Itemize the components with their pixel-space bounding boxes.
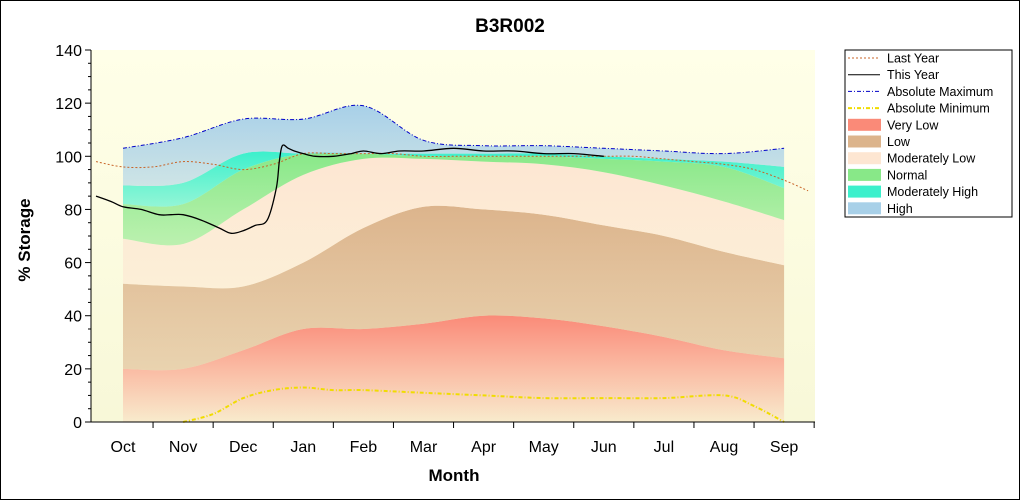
lines-layer [95, 104, 809, 423]
legend-swatch-moderately-high [848, 185, 881, 198]
x-tick-label: Jan [290, 439, 316, 456]
legend-label-normal: Normal [887, 168, 927, 182]
legend-label-moderately-high: Moderately High [887, 185, 978, 199]
legend-label-low: Low [887, 135, 911, 149]
x-tick-label: Dec [229, 439, 257, 456]
y-tick-label: 80 [64, 202, 82, 219]
x-tick-label: Sep [770, 439, 799, 456]
y-tick-label: 60 [64, 256, 82, 273]
legend-swatch-high [848, 202, 881, 215]
band-moderately-high [123, 151, 785, 207]
legend-swatch-low [848, 135, 881, 148]
y-tick-label: 0 [73, 415, 82, 432]
chart-title: B3R002 [475, 16, 545, 37]
band-high [123, 105, 785, 187]
bands-layer [123, 105, 785, 422]
y-axis-title: % Storage [15, 198, 34, 281]
legend: Last Year This Year Absolute Maximum Absolu… [844, 49, 1013, 218]
x-tick-label: Jun [591, 439, 617, 456]
y-tick-label: 40 [64, 309, 82, 326]
x-tick-label: Jul [654, 439, 674, 456]
y-tick-label: 100 [55, 149, 82, 166]
legend-label-absolute-maximum: Absolute Maximum [887, 85, 993, 99]
band-very-low [123, 315, 785, 422]
legend-label-high: High [887, 202, 913, 216]
x-tick-label: May [529, 439, 559, 456]
x-tick-label: Feb [350, 439, 378, 456]
series-absolute-minimum [182, 386, 785, 423]
x-tick-label: Oct [111, 439, 136, 456]
legend-label-this-year: This Year [887, 68, 939, 82]
y-tick-label: 120 [55, 96, 82, 113]
legend-swatch-normal [848, 168, 881, 181]
x-tick-label: Apr [471, 439, 497, 456]
x-axis-title: Month [429, 466, 480, 485]
legend-label-absolute-minimum: Absolute Minimum [887, 102, 990, 116]
legend-swatch-very-low [848, 118, 881, 131]
series-absolute-maximum [122, 104, 785, 155]
band-moderately-low [123, 157, 785, 289]
legend-label-very-low: Very Low [887, 118, 939, 132]
legend-label-moderately-low: Moderately Low [887, 152, 976, 166]
band-normal [123, 152, 785, 246]
x-tick-label: Nov [169, 439, 197, 456]
series-this-year [95, 144, 604, 235]
band-low [123, 205, 785, 371]
legend-label-last-year: Last Year [887, 52, 939, 66]
series-last-year [95, 152, 809, 192]
y-tick-label: 140 [55, 43, 82, 60]
y-tick-label: 20 [64, 362, 82, 379]
x-tick-label: Mar [410, 439, 438, 456]
axes-layer: 0 20 40 60 80 100 120 140 Oct Nov Dec Jan Feb Mar Apr M… [55, 43, 815, 456]
legend-swatch-moderately-low [848, 152, 881, 165]
x-tick-label: Aug [710, 439, 738, 456]
